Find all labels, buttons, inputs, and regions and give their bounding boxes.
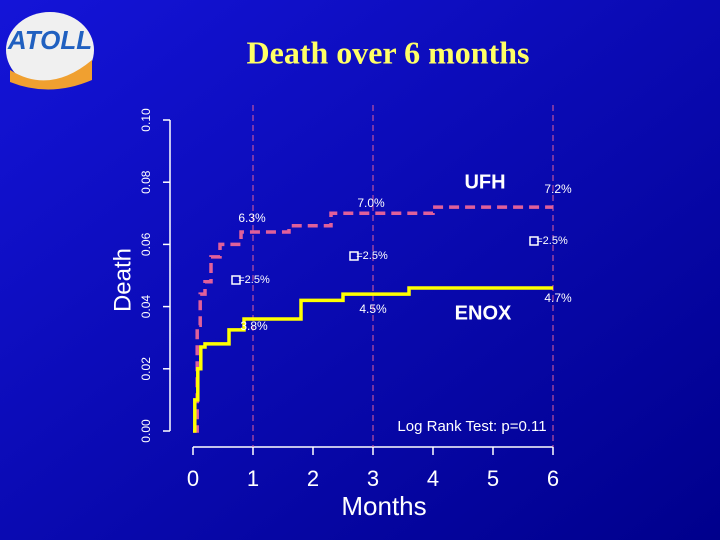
annotation: =2.5% [356, 250, 388, 262]
annotation: 4.7% [544, 291, 572, 305]
y-axis-label: Death [109, 248, 136, 312]
annotation: 7.0% [357, 196, 385, 210]
y-tick-label: 0.08 [139, 170, 153, 194]
x-tick-label: 2 [307, 466, 319, 491]
annotation: =2.5% [536, 235, 568, 247]
series-line [193, 286, 553, 433]
y-tick-label: 0.06 [139, 232, 153, 256]
x-tick-label: 4 [427, 466, 439, 491]
y-tick-label: 0.04 [139, 295, 153, 319]
legend-icon [349, 251, 359, 261]
y-tick-label: 0.00 [139, 419, 153, 443]
legend-icon [529, 236, 539, 246]
x-tick-label: 1 [247, 466, 259, 491]
series-label: ENOX [455, 302, 512, 324]
x-tick-label: 0 [187, 466, 199, 491]
series-line [193, 205, 553, 433]
x-tick-label: 3 [367, 466, 379, 491]
annotation: 6.3% [238, 211, 266, 225]
y-tick-label: 0.02 [139, 357, 153, 381]
logo-text: ATOLL [7, 25, 92, 55]
chart-title: Death over 6 months [247, 34, 530, 70]
x-axis-label: Months [341, 491, 426, 521]
legend-icon [231, 275, 241, 285]
annotation: 3.8% [240, 319, 268, 333]
annotation: 7.2% [544, 182, 572, 196]
annotation: =2.5% [238, 274, 270, 286]
annotation: 4.5% [359, 302, 387, 316]
x-tick-label: 5 [487, 466, 499, 491]
series-label: UFH [464, 171, 505, 193]
logo: ATOLL [6, 12, 94, 90]
x-tick-label: 6 [547, 466, 559, 491]
y-tick-label: 0.10 [139, 108, 153, 132]
annotation: Log Rank Test: p=0.11 [397, 418, 546, 435]
